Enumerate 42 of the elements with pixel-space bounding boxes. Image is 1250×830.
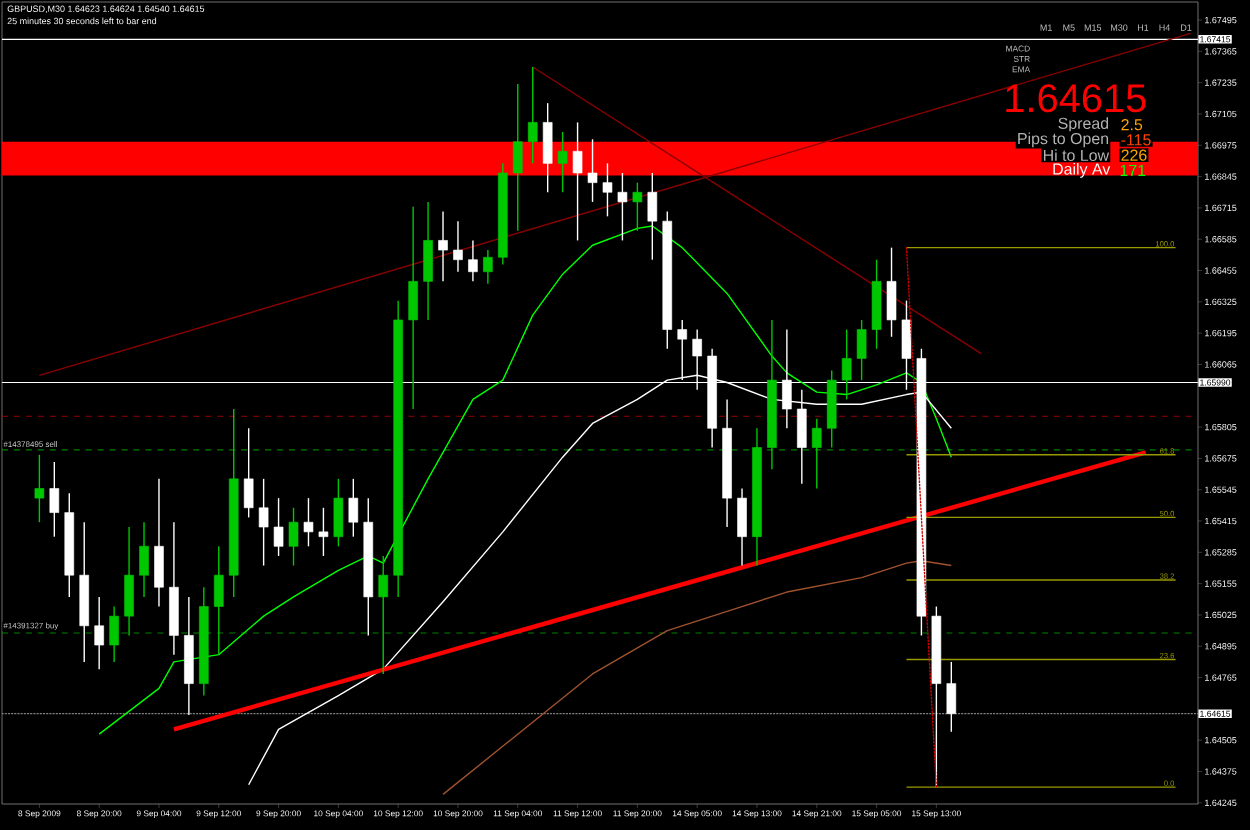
candlestick xyxy=(154,478,164,608)
candlestick xyxy=(602,162,613,218)
candlestick xyxy=(333,478,344,547)
candlestick xyxy=(542,102,553,193)
candlestick xyxy=(348,478,359,538)
candlestick xyxy=(423,201,433,321)
candlestick xyxy=(318,507,329,557)
candlestick xyxy=(438,210,448,283)
candlestick xyxy=(737,487,747,567)
candlestick xyxy=(617,172,628,242)
candlestick xyxy=(378,555,389,675)
candlestick xyxy=(124,526,134,637)
candlestick xyxy=(856,319,867,381)
line-series xyxy=(98,225,953,735)
annotation: 1.64615 xyxy=(1006,84,1146,113)
candlestick xyxy=(811,417,822,490)
candlestick xyxy=(468,239,478,283)
candlestick xyxy=(453,220,463,273)
candlestick xyxy=(288,507,299,567)
candlestick xyxy=(408,206,418,410)
candlestick xyxy=(587,138,598,203)
candlestick xyxy=(946,661,957,733)
candlestick xyxy=(647,172,658,261)
candlestick xyxy=(139,521,149,598)
candlestick xyxy=(49,461,60,538)
candlestick xyxy=(483,249,493,285)
candlestick xyxy=(109,605,119,663)
candlestick xyxy=(841,328,852,401)
candlestick xyxy=(94,596,104,670)
candlestick xyxy=(512,83,523,232)
candlestick xyxy=(557,131,568,193)
candlestick xyxy=(273,497,284,557)
candlestick xyxy=(258,478,269,567)
candlestick xyxy=(797,389,807,485)
candlestick xyxy=(34,454,45,523)
candlestick xyxy=(527,66,538,165)
candlestick xyxy=(572,121,583,242)
candlestick xyxy=(213,545,224,656)
candlestick xyxy=(243,427,254,519)
candlestick xyxy=(886,246,897,338)
candlestick xyxy=(632,181,643,232)
candlestick xyxy=(303,497,314,547)
